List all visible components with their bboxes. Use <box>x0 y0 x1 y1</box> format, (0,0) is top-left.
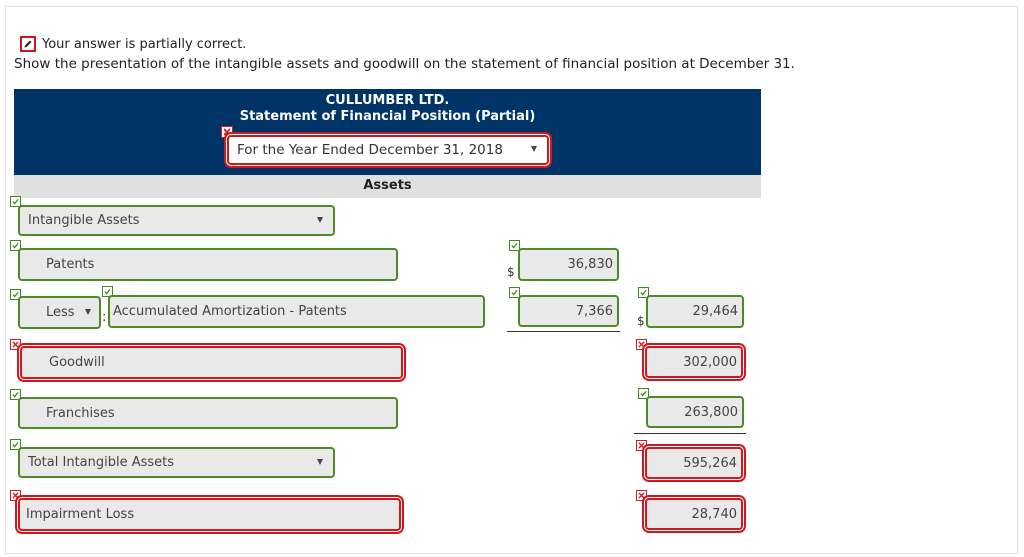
accumulated-amortization-field[interactable]: Accumulated Amortization - Patents <box>108 295 485 328</box>
less-operator-select[interactable]: Less <box>18 296 101 329</box>
currency-symbol: $ <box>637 314 645 328</box>
correct-icon <box>638 388 649 399</box>
total-amount-input[interactable]: 595,264 <box>645 447 743 479</box>
patents-field[interactable]: Patents <box>18 248 398 281</box>
status-text: Your answer is partially correct. <box>42 36 247 52</box>
pencil-icon <box>20 36 36 52</box>
impairment-loss-field[interactable]: Impairment Loss <box>18 498 401 531</box>
assets-section-title: Assets <box>363 178 412 193</box>
amortization-amount-input[interactable]: 7,366 <box>518 295 619 327</box>
correct-icon <box>509 287 520 298</box>
statement-title: Statement of Financial Position (Partial… <box>239 109 536 124</box>
subtotal-underline <box>507 331 620 332</box>
answer-status: Your answer is partially correct. <box>20 35 246 53</box>
colon-separator: : <box>102 310 107 325</box>
correct-icon <box>10 240 21 251</box>
franchises-amount-input[interactable]: 263,800 <box>646 396 744 428</box>
instruction-text: Show the presentation of the intangible … <box>14 56 795 72</box>
incorrect-icon <box>636 339 647 350</box>
impairment-amount-input[interactable]: 28,740 <box>645 498 743 530</box>
correct-icon <box>638 287 649 298</box>
chevron-down-icon <box>317 216 323 223</box>
chevron-down-icon <box>317 458 323 465</box>
assets-section-bar: Assets <box>14 175 761 198</box>
correct-icon <box>102 286 113 297</box>
net-patents-amount-input[interactable]: 29,464 <box>646 295 744 328</box>
total-underline <box>634 433 746 434</box>
correct-icon <box>10 389 21 400</box>
question-panel <box>5 6 1018 554</box>
correct-icon <box>10 289 21 300</box>
incorrect-icon <box>636 490 647 501</box>
franchises-field[interactable]: Franchises <box>18 397 398 429</box>
correct-icon <box>10 439 21 450</box>
goodwill-field[interactable]: Goodwill <box>20 346 403 379</box>
incorrect-icon <box>636 440 647 451</box>
company-name: CULLUMBER LTD. <box>325 93 450 108</box>
currency-symbol: $ <box>507 265 515 279</box>
chevron-down-icon <box>531 146 537 152</box>
intangible-assets-select[interactable]: Intangible Assets <box>18 205 335 236</box>
patents-amount-input[interactable]: 36,830 <box>518 248 619 281</box>
period-select[interactable]: For the Year Ended December 31, 2018 <box>227 135 549 165</box>
correct-icon <box>509 240 520 251</box>
incorrect-icon <box>10 339 21 350</box>
correct-icon <box>10 196 21 207</box>
incorrect-icon <box>10 490 21 501</box>
goodwill-amount-input[interactable]: 302,000 <box>645 346 743 378</box>
chevron-down-icon <box>85 308 91 315</box>
total-intangible-assets-select[interactable]: Total Intangible Assets <box>18 447 335 478</box>
